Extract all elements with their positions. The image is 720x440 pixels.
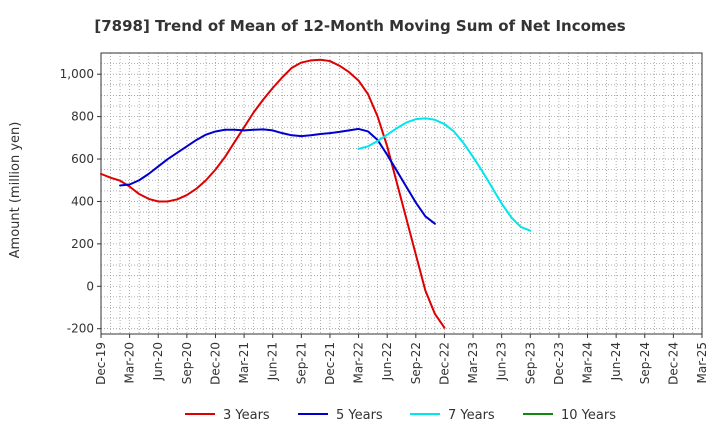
plot-background: [101, 53, 702, 334]
y-tick-label: 200: [71, 237, 94, 251]
x-tick-label: Sep-22: [409, 342, 423, 384]
x-tick-label: Jun-20: [151, 342, 165, 381]
x-tick-label: Sep-23: [523, 342, 537, 384]
legend-label: 7 Years: [448, 408, 495, 423]
legend-item: 10 Years: [523, 408, 616, 423]
plot-area: -200 0 200 400 600 800 1,000 Dec-19 Mar-20 Jun-20…: [60, 52, 709, 385]
legend-label: 5 Years: [336, 408, 383, 423]
series-line-5-years: [119, 127, 436, 225]
y-tick-label: 0: [86, 279, 94, 293]
y-tick-label: 600: [71, 152, 94, 166]
x-tick-label: Mar-25: [695, 342, 709, 383]
plot-frame: [100, 52, 703, 335]
x-tick-label: Mar-22: [352, 342, 366, 383]
x-tick-label: Dec-19: [94, 342, 108, 385]
x-tick-label: Mar-24: [581, 342, 595, 383]
legend-item: 5 Years: [298, 408, 383, 423]
x-tick-label: Sep-20: [180, 342, 194, 384]
x-tick-label: Dec-22: [437, 342, 451, 385]
x-tick-label: Dec-23: [552, 342, 566, 385]
x-tick-label: Sep-21: [294, 342, 308, 384]
legend-item: 7 Years: [410, 408, 495, 423]
legend-item: 3 Years: [185, 408, 270, 423]
x-tick-label: Mar-20: [123, 342, 137, 383]
x-tick-label: Jun-24: [609, 342, 623, 381]
x-tick-label: Jun-23: [495, 342, 509, 381]
x-tick-label: Mar-23: [466, 342, 480, 383]
y-tick-label: 1,000: [60, 67, 94, 81]
chart-title: [7898] Trend of Mean of 12-Month Moving …: [94, 17, 625, 35]
series-line-7-years: [357, 117, 532, 232]
x-tick-label: Dec-24: [666, 342, 680, 385]
x-tick-label: Dec-21: [323, 342, 337, 385]
y-tick-label: 400: [71, 194, 94, 208]
y-axis-label: Amount (million yen): [8, 122, 23, 259]
y-tick-label: 800: [71, 110, 94, 124]
x-tick-label: Mar-21: [237, 342, 251, 383]
x-tick-label: Jun-21: [266, 342, 280, 381]
series-line-3-years: [100, 58, 446, 329]
x-tick-label: Jun-22: [380, 342, 394, 381]
legend-label: 3 Years: [223, 408, 270, 423]
y-tick-label: -200: [67, 322, 94, 336]
x-tick-label: Sep-24: [638, 342, 652, 384]
x-tick-label: Dec-20: [208, 342, 222, 385]
legend: 3 Years 5 Years 7 Years 10 Years: [185, 408, 616, 423]
legend-label: 10 Years: [561, 408, 616, 423]
